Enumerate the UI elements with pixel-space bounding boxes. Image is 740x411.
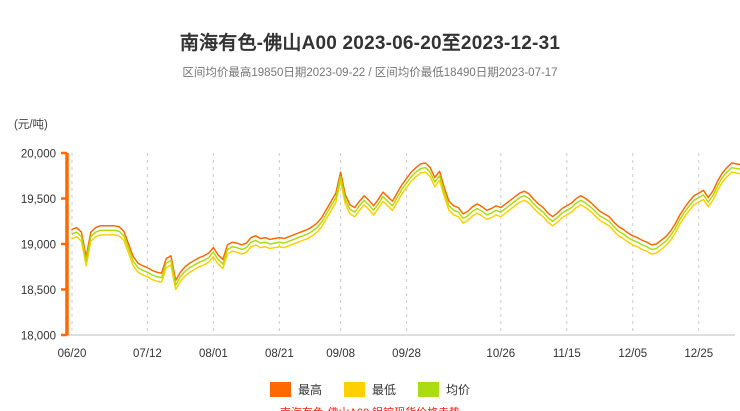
y-tick-label-18500: 18,500	[21, 285, 56, 297]
footer-note: 南海有色-佛山A00 铝锭现货价格走势	[0, 404, 740, 411]
x-tick-label-06-20: 06/20	[58, 348, 87, 360]
x-tick-label-09-28: 09/28	[392, 348, 421, 360]
y-tick-label-19000: 19,000	[21, 240, 56, 252]
data-series-lines	[71, 162, 740, 291]
legend-item-最低[interactable]: 最低	[343, 381, 396, 398]
y-tick-label-18000: 18,000	[21, 331, 56, 343]
series-line-均价	[71, 166, 740, 286]
x-tick-label-11-15: 11/15	[553, 348, 581, 360]
legend-label: 最低	[371, 383, 396, 397]
y-axis-ticks	[61, 151, 67, 337]
x-tick-labels: 06/20 07/12 08/01 08/21 09/08 09/28 10/26 11/15…	[58, 348, 714, 360]
legend-swatch-icon	[418, 382, 439, 397]
y-tick-label-20000: 20,000	[21, 149, 56, 161]
y-tick-label-19500: 19,500	[21, 194, 56, 206]
chart-legend: 最高 最低 均价	[0, 381, 740, 398]
legend-item-最高[interactable]: 最高	[269, 381, 322, 398]
x-tick-label-12-05: 12/05	[618, 348, 647, 360]
legend-swatch-icon	[269, 382, 291, 397]
legend-label: 均价	[446, 383, 471, 397]
y-axis-unit-label: (元/吨)	[14, 119, 48, 131]
x-tick-label-08-01: 08/01	[199, 348, 228, 360]
chart-subtitle: 区间均价最高19850日期2023-09-22 / 区间均价最低18490日期2…	[182, 67, 558, 79]
x-tick-label-12-25: 12/25	[684, 348, 713, 360]
series-line-最高	[71, 162, 740, 282]
x-tick-label-10-26: 10/26	[486, 348, 515, 360]
chart-title: 南海有色-佛山A00 2023-06-20至2023-12-31	[179, 33, 561, 54]
x-tick-label-08-21: 08/21	[265, 348, 294, 360]
y-tick-labels: 20,000 19,500 19,000 18,500 18,000	[21, 149, 56, 343]
legend-item-均价[interactable]: 均价	[418, 381, 470, 398]
legend-label: 最高	[297, 383, 322, 397]
x-tick-label-07-12: 07/12	[133, 348, 162, 360]
series-line-最低	[71, 171, 740, 291]
x-tick-label-09-08: 09/08	[326, 348, 355, 360]
x-gridlines	[71, 153, 700, 335]
legend-swatch-icon	[343, 382, 365, 397]
